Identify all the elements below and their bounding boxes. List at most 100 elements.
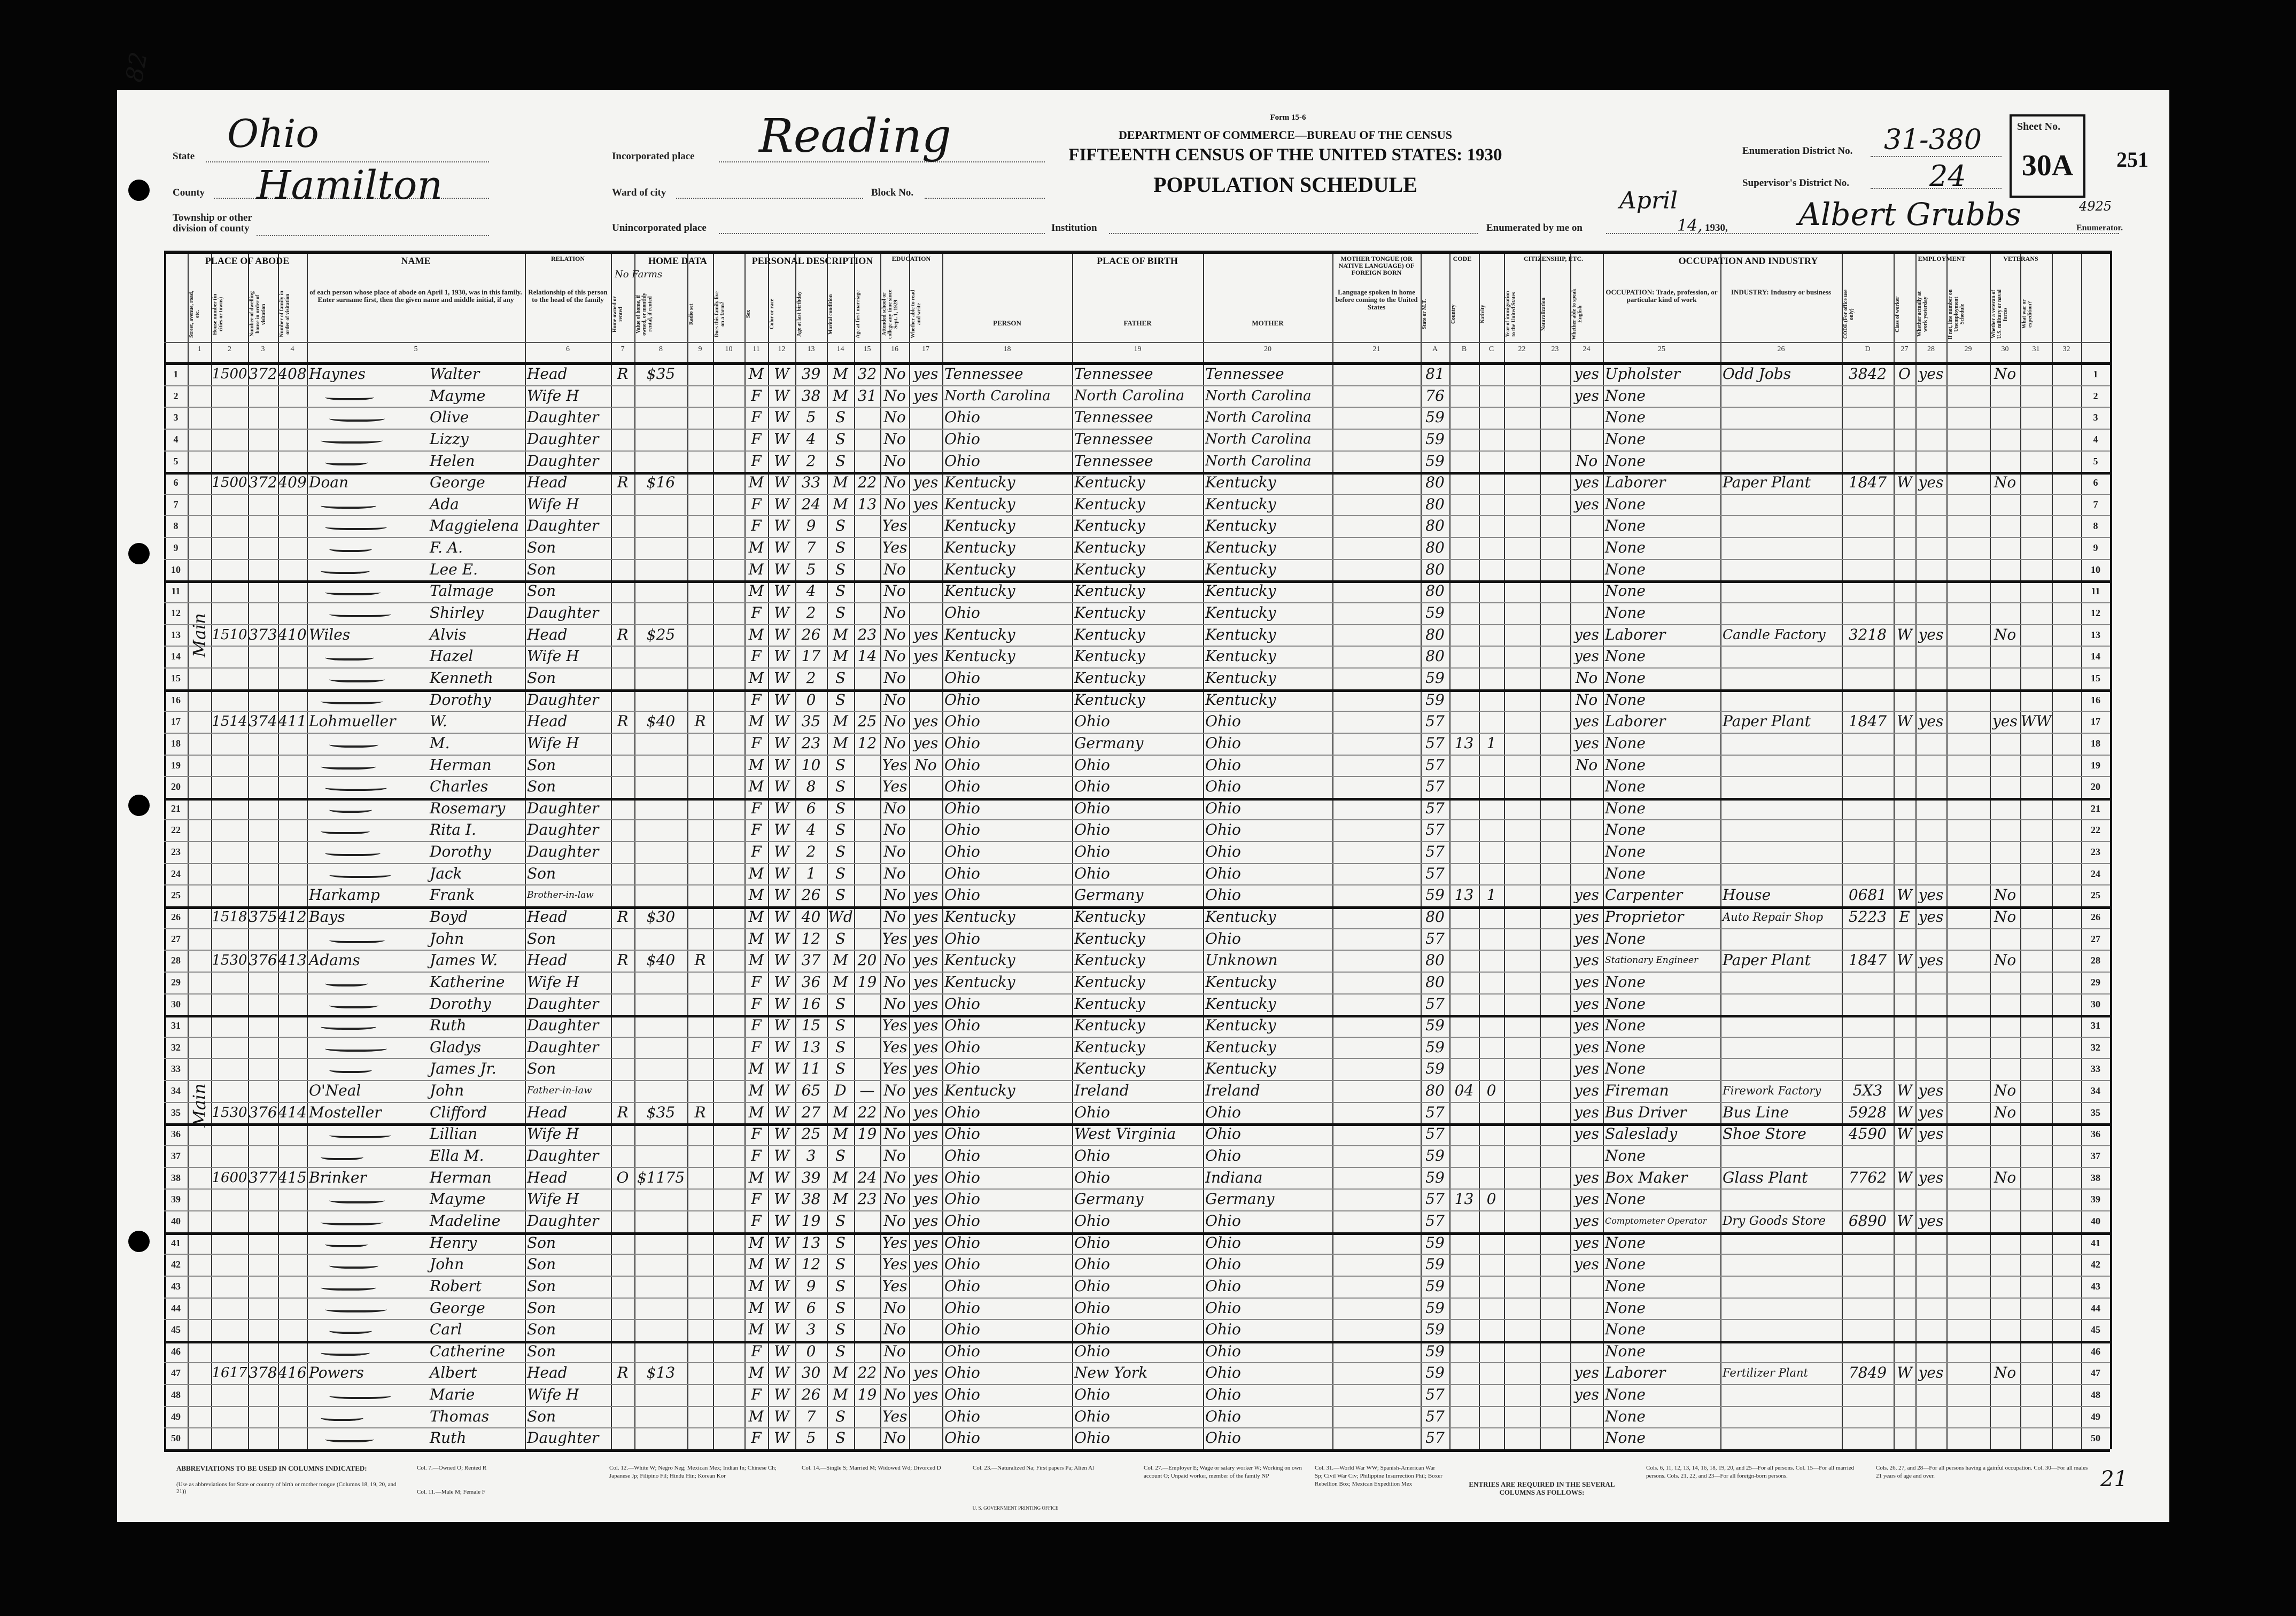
- cell-occ: None: [1605, 1038, 1646, 1056]
- cell-read: yes: [913, 1060, 938, 1077]
- column-divider: [2110, 251, 2112, 1449]
- cell-given: Jack: [430, 865, 462, 882]
- column-header-war: What war or expedition?: [2021, 299, 2033, 329]
- cell-rel: Son: [527, 1342, 556, 1360]
- farm-note: No Farms: [615, 269, 663, 280]
- cell-bp: Ohio: [944, 930, 980, 947]
- cell-bp-m: Ohio: [1205, 756, 1241, 774]
- cell-code-a: 59: [1425, 691, 1445, 709]
- cell-code-d: 7762: [1848, 1169, 1887, 1186]
- cell-race: W: [774, 843, 789, 860]
- cell-marital: S: [835, 561, 846, 578]
- group-header-employment: EMPLOYMENT: [1918, 255, 1966, 262]
- group-header-name: NAME: [401, 255, 431, 266]
- cell-race: W: [774, 1255, 789, 1273]
- cell-bp-f: New York: [1074, 1364, 1148, 1381]
- ditto-mark: [329, 675, 385, 682]
- cell-code-a: 59: [1425, 1364, 1445, 1381]
- line-number-right: 47: [2091, 1368, 2100, 1378]
- cell-marital: Wd: [828, 908, 853, 926]
- column-header-natz: Naturalization: [1541, 297, 1547, 331]
- cell-bp: Ohio: [944, 1147, 980, 1164]
- cell-race: W: [774, 495, 789, 513]
- cell-bp-m: Kentucky: [1205, 539, 1276, 556]
- column-number-ind: 26: [1777, 345, 1785, 353]
- column-number-bp: 18: [1003, 345, 1011, 353]
- footer-col11: Col. 11.—Male M; Female F: [417, 1489, 485, 1495]
- line-number-left: 2: [173, 391, 179, 401]
- cell-tenure: R: [617, 626, 629, 643]
- cell-bp: Ohio: [944, 1104, 980, 1121]
- cell-bp: Kentucky: [944, 908, 1015, 926]
- cell-vet: No: [1994, 1104, 2016, 1121]
- column-header-work: Whether actually at work yesterday: [1917, 291, 1928, 337]
- cell-given: Maggielena: [430, 517, 519, 534]
- cell-code-c: 1: [1486, 886, 1496, 904]
- cell-school: No: [883, 1429, 906, 1447]
- cell-sex: F: [751, 1212, 762, 1230]
- cell-rel: Daughter: [527, 1016, 599, 1034]
- cell-race: W: [774, 517, 789, 534]
- cell-occ: None: [1605, 517, 1646, 534]
- cell-rel: Son: [527, 778, 556, 795]
- cell-race: W: [774, 995, 789, 1013]
- cell-age: 0: [806, 1342, 816, 1360]
- unincorporated-label: Unincorporated place: [612, 222, 707, 234]
- group-header-birth: PLACE OF BIRTH: [1097, 255, 1178, 266]
- cell-rel: Wife H: [527, 495, 579, 513]
- cell-read: yes: [913, 1038, 938, 1056]
- cell-race: W: [774, 387, 789, 405]
- cell-marital: M: [833, 473, 848, 491]
- cell-bp-m: North Carolina: [1205, 388, 1312, 404]
- cell-school: Yes: [882, 1277, 907, 1295]
- column-divider: [942, 251, 943, 1449]
- cell-race: W: [774, 865, 789, 882]
- cell-given: Lee E.: [430, 561, 478, 578]
- column-header-cls: Class of worker: [1895, 296, 1901, 332]
- line-number-right: 11: [2091, 586, 2100, 596]
- line-number-left: 5: [173, 456, 179, 467]
- cell-occ: None: [1605, 843, 1646, 860]
- street-note: Main: [189, 613, 210, 657]
- cell-marital: S: [835, 1038, 846, 1056]
- cell-occ: None: [1605, 582, 1646, 600]
- cell-bp: Ohio: [944, 1408, 980, 1425]
- column-header-radio: Radio set: [688, 304, 694, 325]
- cell-bp-f: Ohio: [1074, 1212, 1110, 1230]
- cell-given: Ella M.: [430, 1147, 484, 1164]
- line-number-left: 8: [173, 520, 179, 531]
- cell-code-a: 80: [1425, 582, 1445, 600]
- cell-race: W: [774, 1234, 789, 1252]
- cell-bp: Ohio: [944, 1038, 980, 1056]
- cell-ind: Glass Plant: [1723, 1169, 1808, 1186]
- cell-sex: M: [748, 1408, 764, 1425]
- cell-bp-f: Kentucky: [1074, 951, 1145, 969]
- cell-race: W: [774, 626, 789, 643]
- column-divider: [909, 251, 910, 1449]
- cell-bp-f: Kentucky: [1074, 1016, 1145, 1034]
- county-label: County: [173, 187, 205, 198]
- line-number-right: 45: [2091, 1324, 2100, 1335]
- cell-english: yes: [1574, 1125, 1599, 1143]
- cell-cls: W: [1897, 1082, 1912, 1099]
- cell-school: No: [883, 473, 906, 491]
- cell-occ: None: [1605, 1429, 1646, 1447]
- cell-given: Ruth: [430, 1429, 467, 1447]
- cell-school: No: [883, 1190, 906, 1208]
- cell-bp-m: Unknown: [1205, 951, 1278, 969]
- row-divider: [164, 472, 2110, 475]
- cell-bp: Ohio: [944, 408, 980, 426]
- ditto-mark: [325, 653, 374, 661]
- cell-bp-f: Ohio: [1074, 1147, 1110, 1164]
- cell-value: $40: [646, 712, 676, 730]
- column-divider: [525, 251, 526, 1449]
- cell-school: No: [883, 669, 906, 687]
- form-number: Form 15-6: [1270, 113, 1306, 122]
- column-divider: [854, 251, 855, 1449]
- census-sheet: [117, 90, 2169, 1522]
- sheet-number-box: Sheet No. 30A: [2010, 114, 2085, 198]
- column-header-marital: Marital condition: [828, 294, 834, 335]
- cell-dwelling: 375: [249, 908, 277, 926]
- cell-given: Mayme: [430, 387, 486, 405]
- cell-bp: Kentucky: [944, 561, 1015, 578]
